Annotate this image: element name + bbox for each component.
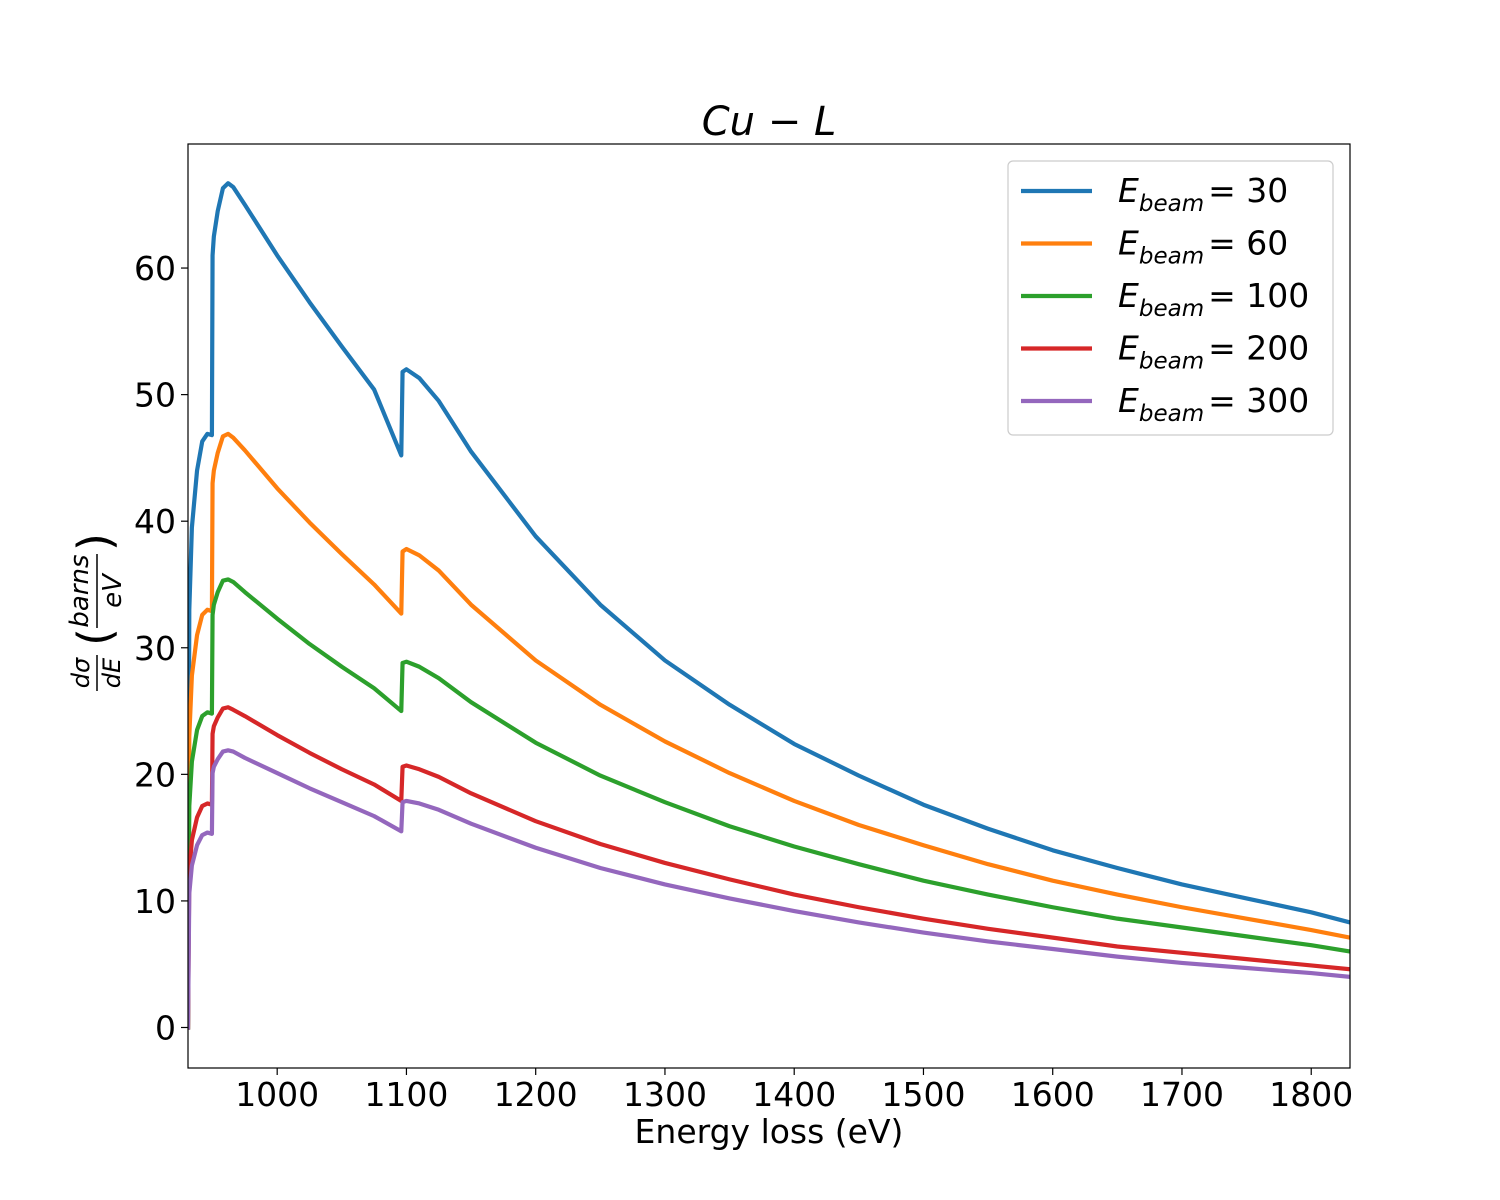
x-tick-label: 1400 (752, 1075, 836, 1114)
y-axis-ticks: 0 10 20 30 40 50 60 (134, 249, 188, 1047)
y-tick-label: 40 (134, 502, 176, 541)
y-tick-label: 20 (134, 755, 176, 794)
y-label-num-left: dσ (67, 657, 95, 688)
x-tick-label: 1100 (364, 1075, 448, 1114)
legend-entry: Ebeam = 100 (1021, 276, 1309, 322)
plot-frame (187, 143, 1351, 1069)
legend-label: Ebeam = 60 (1118, 224, 1288, 270)
y-label-paren-close: ) (68, 533, 122, 551)
x-tick-label: 1200 (494, 1075, 578, 1114)
legend-entry: Ebeam = 60 (1021, 224, 1288, 270)
legend-box (1007, 160, 1334, 436)
plot-lines (188, 181, 1350, 1030)
y-tick-label: 10 (134, 882, 176, 921)
y-tick-label: 60 (134, 249, 176, 288)
legend-entry: Ebeam = 200 (1021, 329, 1309, 375)
y-label-den-right: eV (98, 572, 128, 608)
y-tick-label: 0 (155, 1008, 176, 1047)
x-tick-label: 1500 (881, 1075, 965, 1114)
y-axis-label: dσ dE ( barns eV ) (65, 533, 128, 691)
y-tick-label: 30 (134, 629, 176, 668)
legend-entry: Ebeam = 30 (1021, 171, 1288, 217)
y-label-paren-open: ( (68, 628, 122, 646)
legend-label: Ebeam = 300 (1118, 381, 1309, 427)
legend-entry: Ebeam = 300 (1021, 381, 1309, 427)
series-line-1 (188, 431, 1350, 1030)
series-line-3 (188, 705, 1350, 1030)
series-line-2 (188, 577, 1350, 1030)
y-label-den-left: dE (98, 657, 126, 688)
x-tick-label: 1800 (1269, 1075, 1353, 1114)
x-tick-label: 1000 (235, 1075, 319, 1114)
chart-title: Cu − L (702, 99, 837, 145)
legend-label: Ebeam = 100 (1118, 276, 1309, 322)
legend-label: Ebeam = 200 (1118, 329, 1309, 375)
legend: Ebeam = 30 Ebeam = 60 Ebeam = 100 Ebeam = 200 Eb… (1007, 160, 1334, 436)
x-axis-label: Energy loss (eV) (635, 1112, 904, 1151)
x-tick-label: 1600 (1011, 1075, 1095, 1114)
legend-label: Ebeam = 30 (1118, 171, 1288, 217)
x-axis-ticks: 1000 1100 1200 1300 1400 1500 1600 1700 1800 (235, 1068, 1353, 1114)
series-line-4 (188, 748, 1350, 1030)
y-tick-label: 50 (134, 376, 176, 415)
y-label-num-right: barns (65, 554, 95, 627)
series-line-0 (188, 181, 1350, 1030)
x-tick-label: 1300 (623, 1075, 707, 1114)
x-tick-label: 1700 (1140, 1075, 1224, 1114)
